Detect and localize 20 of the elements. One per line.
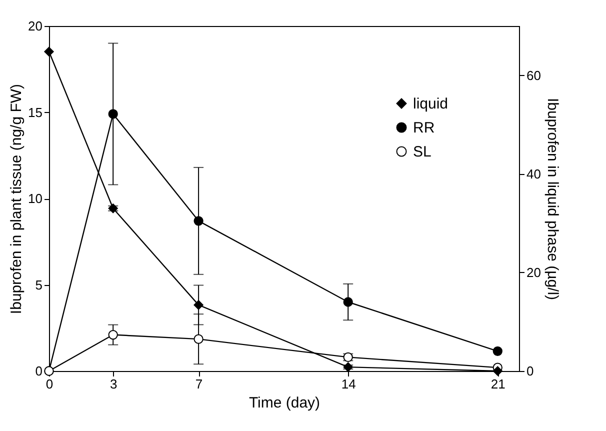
x-tick-label: 14 — [341, 376, 356, 392]
y2-tick-label: 60 — [526, 68, 541, 83]
y2-tick-label: 40 — [526, 166, 541, 182]
x-tick-label: 21 — [490, 376, 506, 392]
y-tick-label: 15 — [28, 104, 42, 120]
y2-axis-title: Ibuprofen in liquid phase (µg/l) — [544, 98, 561, 300]
y-tick-label: 0 — [35, 364, 42, 378]
legend-label: SL — [413, 144, 432, 160]
x-tick-label: 7 — [195, 376, 203, 392]
y-axis-title: Ibuprofen in plant tissue (ng/g FW) — [8, 84, 26, 314]
y-tick-label: 10 — [28, 191, 42, 206]
y2-tick-label: 20 — [526, 264, 541, 280]
y-tick-label: 5 — [35, 277, 42, 292]
legend-label: RR — [413, 120, 435, 136]
y-tick-label: 20 — [28, 18, 42, 34]
x-axis-title: Time (day) — [248, 394, 320, 412]
y2-tick-label: 0 — [526, 364, 534, 378]
x-tick-label: 3 — [110, 376, 118, 392]
legend-label: liquid — [413, 96, 448, 112]
x-tick-label: 0 — [46, 376, 54, 392]
